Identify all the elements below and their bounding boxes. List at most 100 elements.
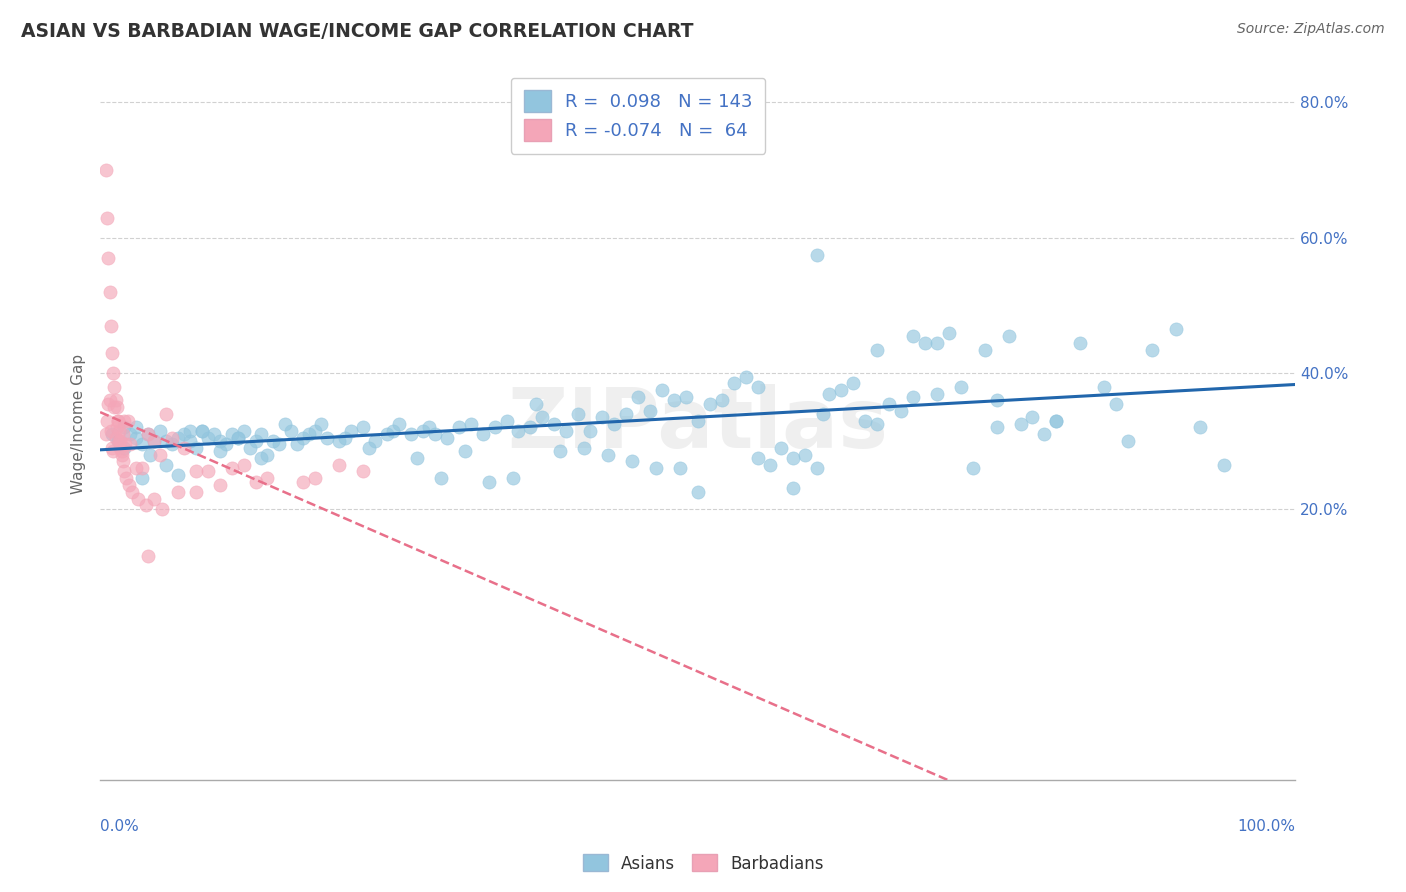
Point bbox=[598, 448, 620, 462]
Point bbox=[112, 420, 135, 434]
Point bbox=[340, 424, 363, 438]
Point bbox=[436, 431, 458, 445]
Point bbox=[567, 407, 589, 421]
Point bbox=[454, 444, 477, 458]
Point bbox=[112, 414, 135, 428]
Point bbox=[555, 424, 578, 438]
Point bbox=[250, 450, 273, 465]
Point bbox=[103, 366, 125, 380]
Point bbox=[173, 441, 195, 455]
Point bbox=[328, 458, 350, 472]
Point bbox=[651, 383, 673, 397]
Point bbox=[747, 450, 769, 465]
Point bbox=[1116, 434, 1139, 448]
Point bbox=[770, 441, 793, 455]
Point bbox=[184, 465, 207, 479]
Point bbox=[1105, 397, 1128, 411]
Point bbox=[375, 427, 398, 442]
Text: 0.0%: 0.0% bbox=[100, 819, 139, 834]
Point bbox=[986, 393, 1008, 408]
Point bbox=[202, 427, 225, 442]
Point bbox=[418, 420, 440, 434]
Point bbox=[938, 326, 960, 340]
Point bbox=[638, 403, 661, 417]
Point bbox=[100, 424, 122, 438]
Point bbox=[292, 431, 315, 445]
Point bbox=[190, 424, 212, 438]
Point bbox=[603, 417, 626, 431]
Point bbox=[197, 431, 219, 445]
Point bbox=[96, 414, 118, 428]
Point bbox=[794, 448, 817, 462]
Point bbox=[101, 427, 124, 442]
Point bbox=[292, 475, 315, 489]
Point bbox=[1212, 458, 1234, 472]
Point bbox=[115, 471, 138, 485]
Point bbox=[723, 376, 745, 391]
Point bbox=[914, 335, 936, 350]
Point bbox=[484, 420, 506, 434]
Point bbox=[309, 417, 332, 431]
Point bbox=[1045, 414, 1067, 428]
Point bbox=[478, 475, 501, 489]
Point bbox=[184, 484, 207, 499]
Point bbox=[208, 478, 231, 492]
Point bbox=[155, 458, 177, 472]
Point bbox=[591, 410, 613, 425]
Point bbox=[430, 471, 453, 485]
Point bbox=[890, 403, 912, 417]
Point bbox=[245, 475, 267, 489]
Point bbox=[406, 450, 429, 465]
Point bbox=[184, 441, 207, 455]
Point bbox=[782, 482, 804, 496]
Point bbox=[94, 163, 117, 178]
Point bbox=[1033, 427, 1056, 442]
Point bbox=[110, 434, 132, 448]
Point bbox=[550, 444, 572, 458]
Point bbox=[160, 437, 183, 451]
Point bbox=[94, 427, 117, 442]
Point bbox=[699, 397, 721, 411]
Point bbox=[986, 420, 1008, 434]
Point bbox=[925, 335, 948, 350]
Point bbox=[758, 458, 780, 472]
Point bbox=[1140, 343, 1163, 357]
Point bbox=[136, 427, 159, 442]
Point bbox=[531, 410, 554, 425]
Point bbox=[304, 424, 326, 438]
Point bbox=[734, 369, 756, 384]
Point bbox=[98, 285, 121, 299]
Point bbox=[747, 380, 769, 394]
Point bbox=[316, 431, 339, 445]
Point bbox=[925, 386, 948, 401]
Point bbox=[399, 427, 422, 442]
Point bbox=[280, 424, 302, 438]
Point bbox=[238, 441, 260, 455]
Point bbox=[179, 424, 201, 438]
Point bbox=[447, 420, 470, 434]
Point bbox=[107, 414, 129, 428]
Point bbox=[328, 434, 350, 448]
Point bbox=[103, 380, 125, 394]
Point bbox=[125, 420, 148, 434]
Point bbox=[256, 448, 278, 462]
Point bbox=[423, 427, 446, 442]
Point bbox=[111, 454, 134, 468]
Point bbox=[111, 448, 134, 462]
Text: ASIAN VS BARBADIAN WAGE/INCOME GAP CORRELATION CHART: ASIAN VS BARBADIAN WAGE/INCOME GAP CORRE… bbox=[21, 22, 693, 41]
Point bbox=[1092, 380, 1115, 394]
Point bbox=[103, 400, 125, 414]
Point bbox=[813, 407, 835, 421]
Point bbox=[112, 441, 135, 455]
Point bbox=[226, 431, 249, 445]
Point bbox=[364, 434, 387, 448]
Point bbox=[149, 424, 172, 438]
Point bbox=[197, 465, 219, 479]
Point bbox=[901, 329, 924, 343]
Point bbox=[232, 458, 254, 472]
Point bbox=[866, 343, 889, 357]
Point bbox=[208, 444, 231, 458]
Point bbox=[1010, 417, 1032, 431]
Point bbox=[97, 251, 120, 265]
Point bbox=[214, 437, 236, 451]
